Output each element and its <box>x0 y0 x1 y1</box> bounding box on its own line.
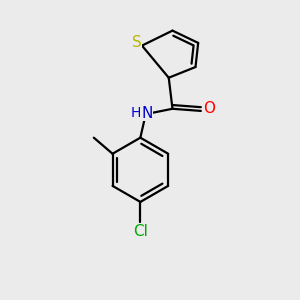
Text: Cl: Cl <box>133 224 148 239</box>
Text: N: N <box>141 106 152 121</box>
Text: H: H <box>131 106 141 120</box>
Text: O: O <box>203 101 215 116</box>
Text: S: S <box>132 35 142 50</box>
